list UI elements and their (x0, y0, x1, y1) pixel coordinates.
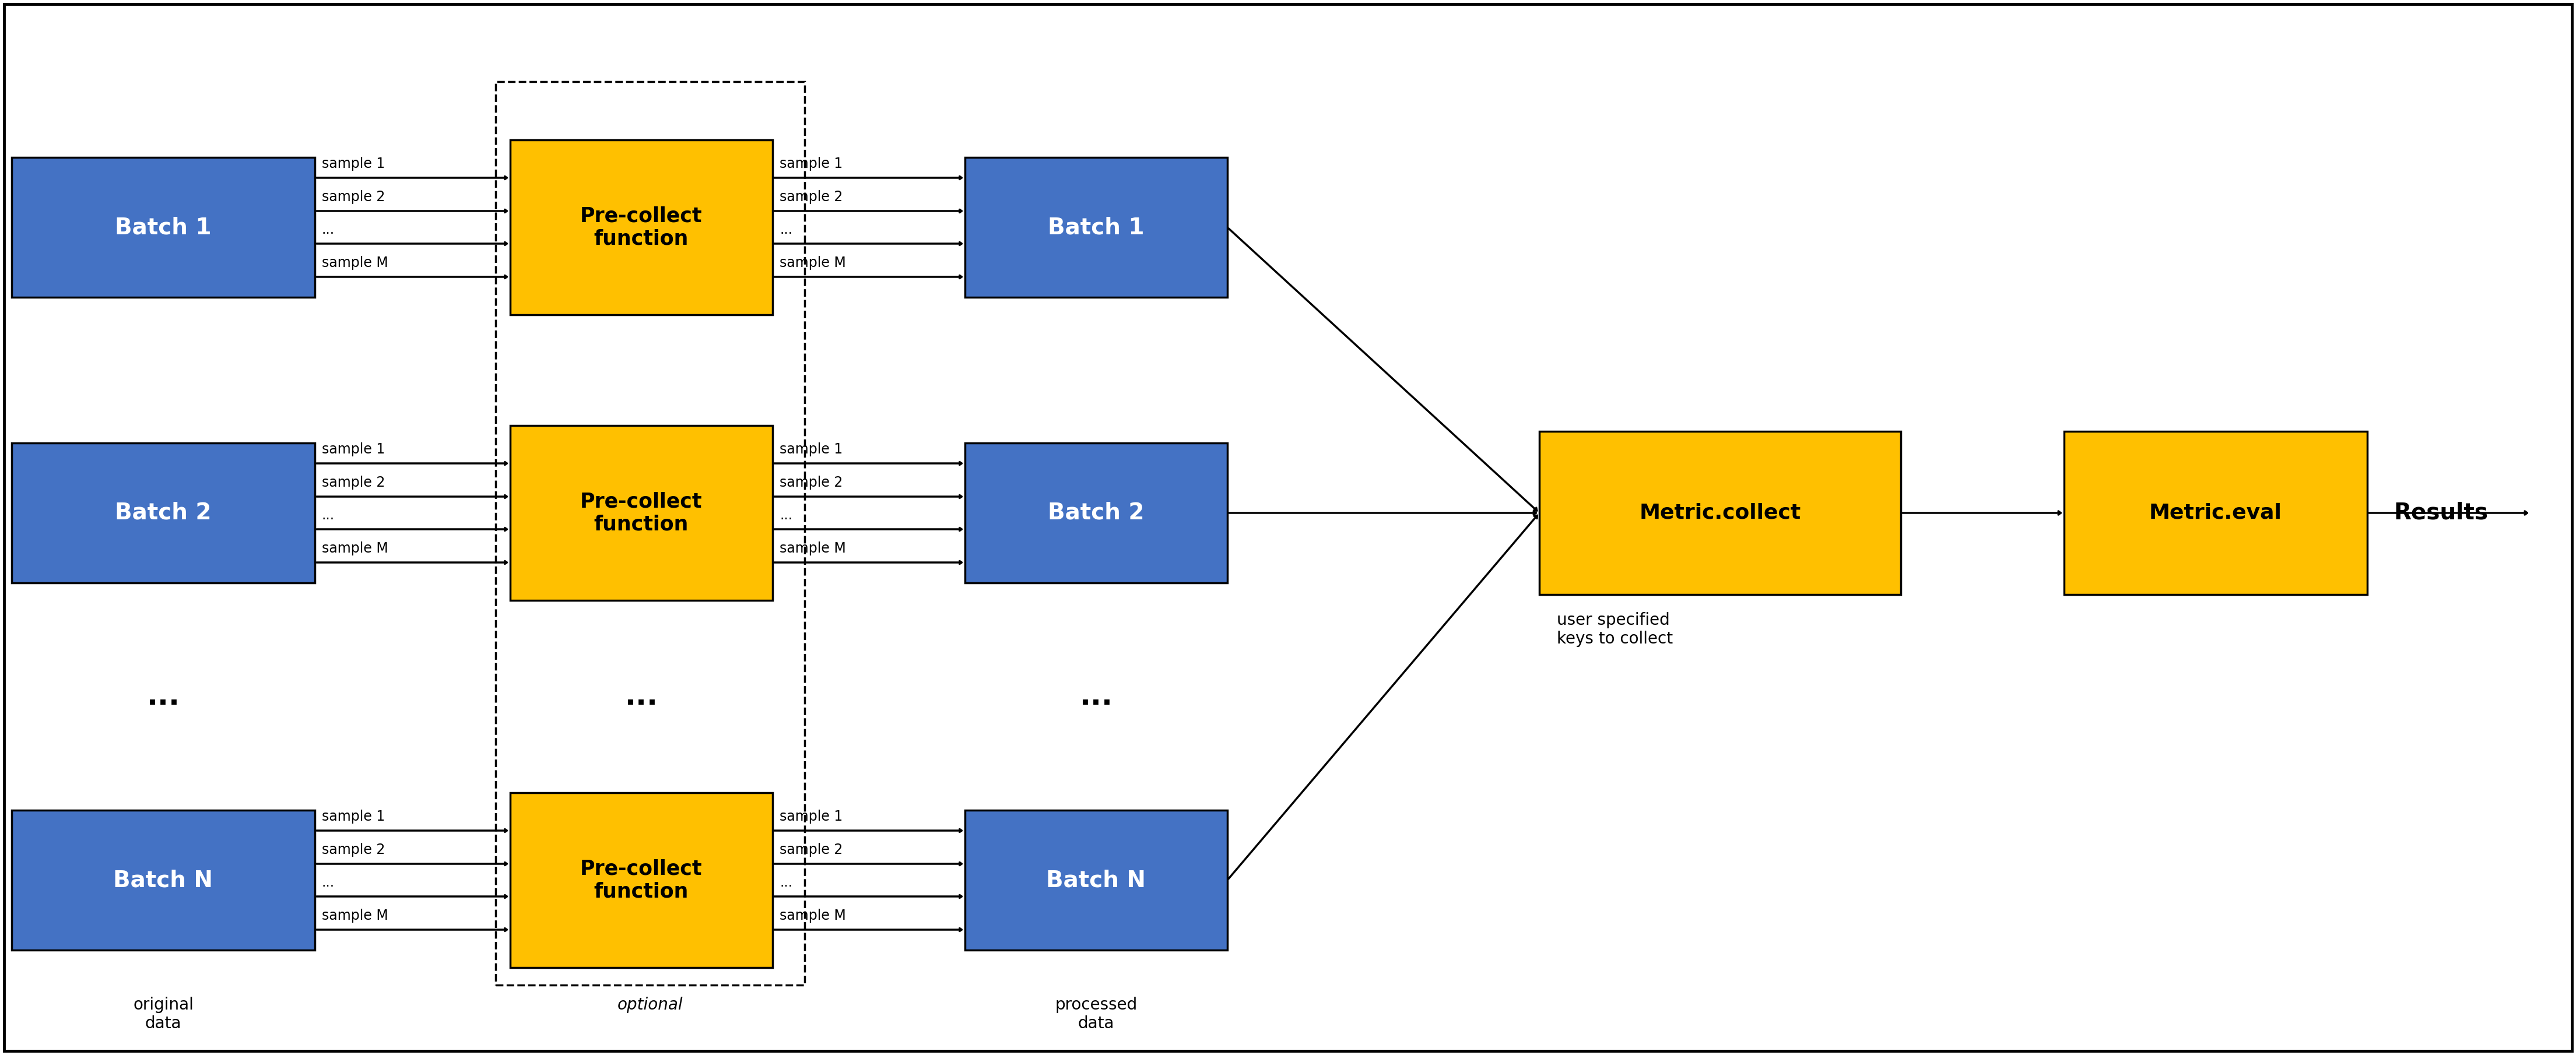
Bar (966, 443, 1226, 582)
Text: sample M: sample M (781, 256, 845, 270)
Text: ...: ... (781, 509, 793, 522)
Bar (1540, 431, 1901, 595)
Text: sample 1: sample 1 (781, 157, 842, 171)
Bar (13, 443, 314, 582)
Text: sample M: sample M (781, 541, 845, 556)
Text: ...: ... (781, 876, 793, 889)
Text: Batch 2: Batch 2 (116, 502, 211, 524)
Text: sample M: sample M (322, 908, 389, 923)
Text: sample M: sample M (322, 541, 389, 556)
Text: Batch 1: Batch 1 (1048, 216, 1144, 238)
Bar (2063, 431, 2367, 595)
Text: sample M: sample M (322, 256, 389, 270)
Text: sample 2: sample 2 (322, 476, 384, 490)
Text: sample 2: sample 2 (781, 476, 842, 490)
Text: Batch N: Batch N (1046, 869, 1146, 891)
Bar (13, 810, 314, 951)
Bar (510, 425, 773, 600)
Text: ...: ... (781, 223, 793, 236)
Text: ...: ... (322, 876, 335, 889)
Bar (510, 792, 773, 967)
Text: ...: ... (626, 683, 657, 710)
Text: sample 2: sample 2 (781, 190, 842, 204)
Text: sample M: sample M (781, 908, 845, 923)
Text: ...: ... (147, 683, 180, 710)
Text: original
data: original data (134, 997, 193, 1032)
Text: sample 1: sample 1 (322, 442, 384, 457)
Text: sample 1: sample 1 (322, 809, 384, 824)
Text: sample 1: sample 1 (781, 809, 842, 824)
Text: Pre-collect
function: Pre-collect function (580, 859, 703, 902)
Text: processed
data: processed data (1056, 997, 1139, 1032)
Text: Batch 2: Batch 2 (1048, 502, 1144, 524)
Text: Metric.eval: Metric.eval (2148, 503, 2282, 523)
Text: Metric.collect: Metric.collect (1638, 503, 1801, 523)
Text: Results: Results (2393, 502, 2488, 524)
Text: ...: ... (322, 223, 335, 236)
Bar (966, 810, 1226, 951)
Text: ...: ... (1079, 683, 1113, 710)
Text: Batch 1: Batch 1 (116, 216, 211, 238)
Text: optional: optional (618, 997, 683, 1013)
Bar (966, 157, 1226, 298)
Bar (495, 81, 804, 985)
Text: Pre-collect
function: Pre-collect function (580, 206, 703, 249)
Bar (13, 157, 314, 298)
Text: sample 1: sample 1 (322, 157, 384, 171)
Text: user specified
keys to collect: user specified keys to collect (1556, 612, 1672, 647)
Text: Batch N: Batch N (113, 869, 214, 891)
Text: Pre-collect
function: Pre-collect function (580, 492, 703, 534)
Text: sample 1: sample 1 (781, 442, 842, 457)
Text: sample 2: sample 2 (322, 190, 384, 204)
Bar (510, 140, 773, 314)
Text: ...: ... (322, 509, 335, 522)
Text: sample 2: sample 2 (781, 843, 842, 857)
Text: sample 2: sample 2 (322, 843, 384, 857)
